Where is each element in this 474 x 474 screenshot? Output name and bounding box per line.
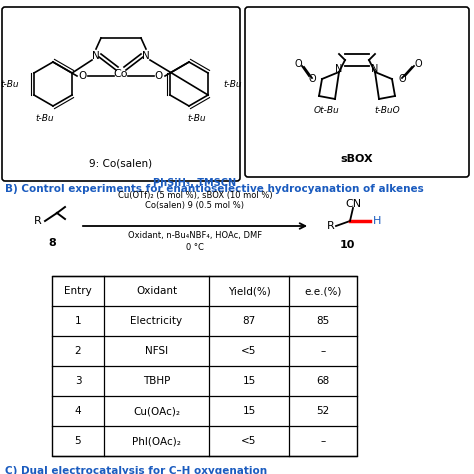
Text: Entry: Entry	[64, 286, 92, 296]
Text: <5: <5	[241, 346, 257, 356]
Text: Cu(OAc)₂: Cu(OAc)₂	[133, 406, 180, 416]
Text: 10: 10	[339, 240, 355, 250]
Text: Co(salen) 9 (0.5 mol %): Co(salen) 9 (0.5 mol %)	[146, 201, 245, 210]
Text: e.e.(%): e.e.(%)	[304, 286, 342, 296]
Text: 8: 8	[48, 238, 56, 248]
Bar	[52, 276, 357, 456]
Text: t-Bu: t-Bu	[223, 80, 242, 89]
Text: O: O	[415, 59, 423, 69]
Text: 1: 1	[75, 316, 82, 326]
Text: Oxidant: Oxidant	[136, 286, 177, 296]
Text: 85: 85	[316, 316, 329, 326]
Text: O: O	[79, 71, 87, 81]
Text: CN: CN	[345, 199, 361, 209]
Text: 2: 2	[75, 346, 82, 356]
Text: Ot-Bu: Ot-Bu	[314, 106, 340, 115]
Text: R: R	[327, 221, 335, 231]
Text: 4: 4	[75, 406, 82, 416]
Text: t-Bu: t-Bu	[36, 114, 55, 123]
Text: O: O	[398, 74, 406, 84]
Text: H: H	[373, 216, 382, 226]
Text: O: O	[155, 71, 163, 81]
Text: 3: 3	[75, 376, 82, 386]
Text: 15: 15	[242, 376, 255, 386]
Text: Co: Co	[114, 69, 128, 79]
Text: O: O	[308, 74, 316, 84]
Text: 5: 5	[75, 436, 82, 446]
Text: B) Control experiments for enantioselective hydrocyanation of alkenes: B) Control experiments for enantioselect…	[5, 184, 424, 194]
Text: Cu(OTf)₂ (5 mol %), sBOX (10 mol %): Cu(OTf)₂ (5 mol %), sBOX (10 mol %)	[118, 191, 272, 200]
Text: –: –	[320, 436, 326, 446]
Text: 9: Co(salen): 9: Co(salen)	[90, 158, 153, 168]
Text: N: N	[142, 51, 150, 61]
Text: N: N	[335, 64, 343, 74]
Text: Oxidant, n-Bu₄NBF₄, HOAc, DMF: Oxidant, n-Bu₄NBF₄, HOAc, DMF	[128, 231, 262, 240]
Text: t-BuO: t-BuO	[374, 106, 400, 115]
Text: N: N	[371, 64, 379, 74]
Text: R: R	[34, 216, 42, 226]
FancyBboxPatch shape	[245, 7, 469, 177]
Text: 87: 87	[242, 316, 255, 326]
Text: N: N	[92, 51, 100, 61]
Text: PhSiH₃, TMSCN: PhSiH₃, TMSCN	[154, 178, 237, 188]
Text: 52: 52	[316, 406, 329, 416]
Text: sBOX: sBOX	[341, 154, 374, 164]
Text: PhI(OAc)₂: PhI(OAc)₂	[132, 436, 181, 446]
Text: t-Bu: t-Bu	[188, 114, 206, 123]
Text: t-Bu: t-Bu	[0, 80, 19, 89]
Text: C) Dual electrocatalysis for C–H oxygenation: C) Dual electrocatalysis for C–H oxygena…	[5, 466, 267, 474]
Text: 15: 15	[242, 406, 255, 416]
Text: <5: <5	[241, 436, 257, 446]
Text: TBHP: TBHP	[143, 376, 170, 386]
Text: O: O	[294, 59, 302, 69]
FancyBboxPatch shape	[2, 7, 240, 181]
Text: –: –	[320, 346, 326, 356]
Text: 68: 68	[316, 376, 329, 386]
Text: NFSI: NFSI	[145, 346, 168, 356]
Text: 0 °C: 0 °C	[186, 243, 204, 252]
Text: Electricity: Electricity	[130, 316, 182, 326]
Text: Yield(%): Yield(%)	[228, 286, 270, 296]
